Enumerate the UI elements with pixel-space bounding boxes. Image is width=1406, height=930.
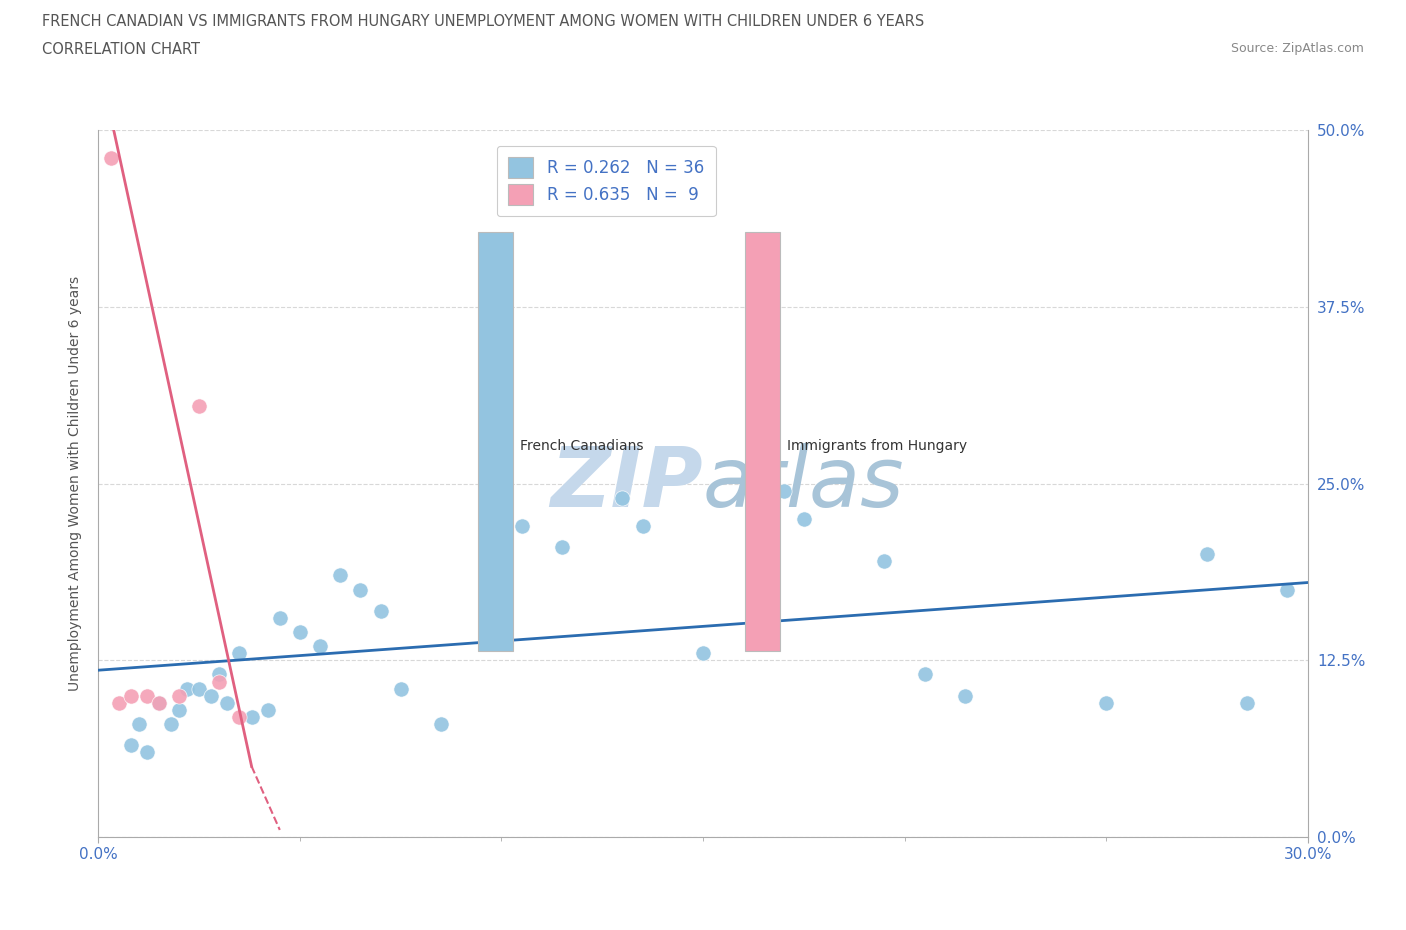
Text: atlas: atlas bbox=[703, 443, 904, 525]
Point bbox=[135, 745, 157, 760]
Point bbox=[100, 151, 122, 166]
Point bbox=[135, 688, 157, 703]
Point bbox=[1236, 696, 1258, 711]
Text: CORRELATION CHART: CORRELATION CHART bbox=[42, 42, 200, 57]
Point bbox=[551, 539, 574, 554]
Point bbox=[1095, 696, 1118, 711]
Point bbox=[288, 625, 311, 640]
Text: ZIP: ZIP bbox=[550, 443, 703, 525]
Point bbox=[208, 667, 231, 682]
Point bbox=[329, 568, 352, 583]
Point bbox=[269, 610, 291, 625]
Point bbox=[176, 681, 198, 696]
Point bbox=[128, 716, 150, 731]
Point bbox=[160, 716, 183, 731]
Point bbox=[1277, 582, 1299, 597]
Point bbox=[631, 519, 654, 534]
Point bbox=[200, 688, 222, 703]
Point bbox=[309, 639, 332, 654]
Point bbox=[120, 737, 142, 752]
Point bbox=[612, 490, 634, 505]
Point bbox=[953, 688, 976, 703]
Point bbox=[430, 716, 453, 731]
Point bbox=[914, 667, 936, 682]
Point bbox=[873, 554, 896, 569]
Text: FRENCH CANADIAN VS IMMIGRANTS FROM HUNGARY UNEMPLOYMENT AMONG WOMEN WITH CHILDRE: FRENCH CANADIAN VS IMMIGRANTS FROM HUNGA… bbox=[42, 14, 924, 29]
Y-axis label: Unemployment Among Women with Children Under 6 years: Unemployment Among Women with Children U… bbox=[69, 276, 83, 691]
Point bbox=[772, 484, 794, 498]
Point bbox=[217, 696, 239, 711]
Point bbox=[228, 710, 250, 724]
Point bbox=[148, 696, 170, 711]
Point bbox=[188, 681, 211, 696]
Point bbox=[208, 674, 231, 689]
Point bbox=[256, 702, 278, 717]
Text: Immigrants from Hungary: Immigrants from Hungary bbox=[787, 439, 967, 454]
Point bbox=[188, 398, 211, 413]
Text: French Canadians: French Canadians bbox=[520, 439, 644, 454]
Point bbox=[107, 696, 129, 711]
Point bbox=[120, 688, 142, 703]
Point bbox=[793, 512, 815, 526]
Point bbox=[228, 645, 250, 660]
Point bbox=[692, 645, 714, 660]
Point bbox=[370, 604, 392, 618]
Point bbox=[167, 688, 190, 703]
Point bbox=[349, 582, 371, 597]
Point bbox=[167, 702, 190, 717]
Point bbox=[389, 681, 412, 696]
Point bbox=[148, 696, 170, 711]
Point bbox=[240, 710, 263, 724]
Legend: R = 0.262   N = 36, R = 0.635   N =  9: R = 0.262 N = 36, R = 0.635 N = 9 bbox=[496, 146, 716, 217]
Text: Source: ZipAtlas.com: Source: ZipAtlas.com bbox=[1230, 42, 1364, 55]
Point bbox=[1195, 547, 1218, 562]
Point bbox=[510, 519, 533, 534]
